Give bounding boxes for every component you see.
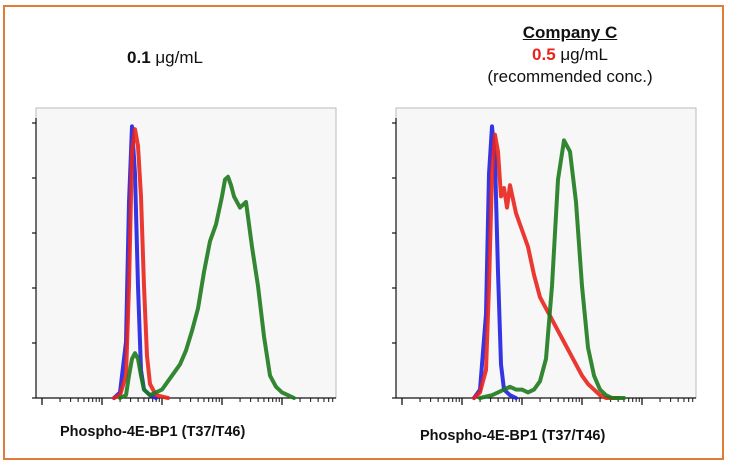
right-concentration-value: 0.5: [532, 45, 556, 64]
right-concentration-line: 0.5 μg/mL: [440, 44, 700, 66]
left-concentration-unit: μg/mL: [150, 48, 203, 67]
series-line-red: [472, 132, 620, 400]
right-concentration-unit: μg/mL: [555, 45, 608, 64]
right-histogram: [392, 107, 697, 405]
left-histogram: [32, 107, 337, 405]
left-concentration-header: 0.1 μg/mL: [95, 48, 235, 68]
series-line-green: [118, 174, 296, 400]
right-concentration-header: Company C 0.5 μg/mL (recommended conc.): [440, 22, 700, 88]
right-x-axis-label: Phospho-4E-BP1 (T37/T46): [420, 428, 606, 444]
series-line-red: [112, 127, 170, 400]
recommended-note: (recommended conc.): [487, 67, 653, 86]
company-label: Company C: [522, 23, 618, 42]
left-concentration-value: 0.1: [127, 48, 151, 67]
series-line-green: [478, 138, 626, 400]
left-x-axis-label: Phospho-4E-BP1 (T37/T46): [60, 424, 246, 440]
